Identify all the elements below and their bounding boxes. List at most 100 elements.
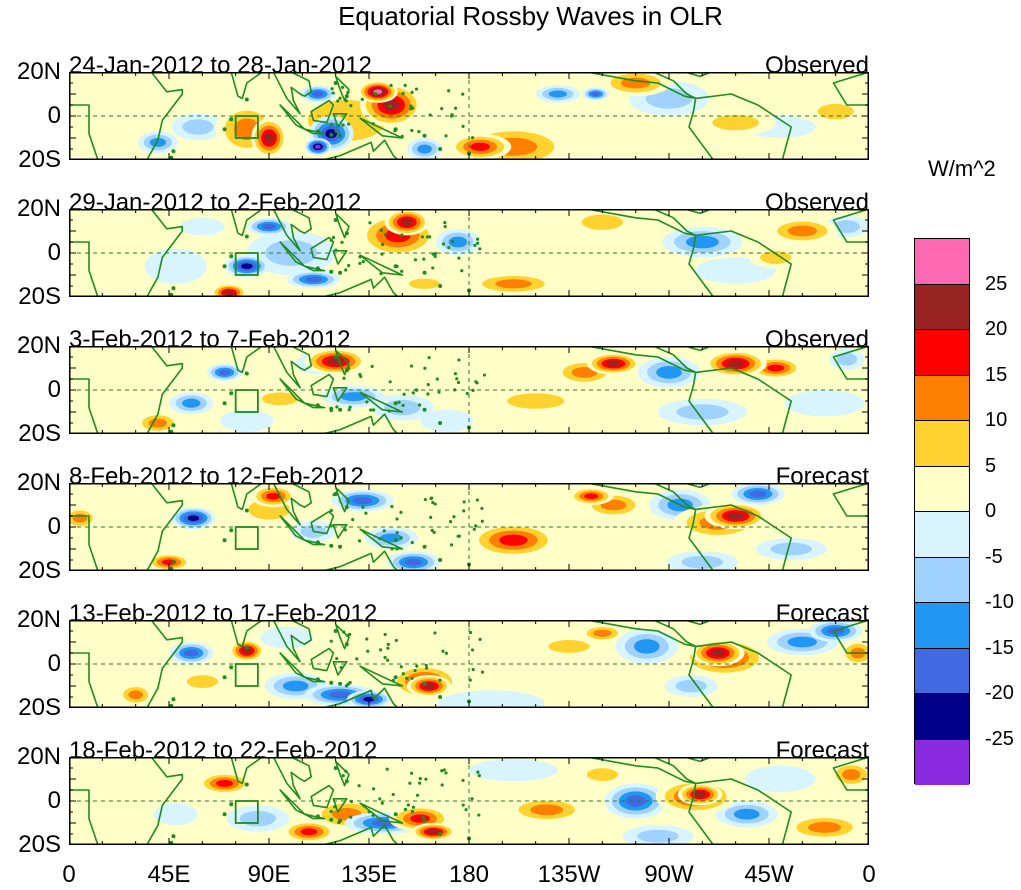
panel-1-period: 24-Jan-2012 to 28-Jan-2012 <box>69 52 372 79</box>
island <box>457 534 461 538</box>
olr-anomaly-contour <box>286 551 341 571</box>
island <box>426 383 430 387</box>
island <box>464 808 468 812</box>
island <box>229 254 234 259</box>
olr-anomaly-contour <box>470 142 491 151</box>
island <box>471 667 475 672</box>
coastline <box>832 483 869 517</box>
island <box>357 784 361 788</box>
coastline <box>688 230 793 297</box>
olr-anomaly-contour <box>499 534 528 546</box>
island <box>222 127 227 132</box>
island <box>315 814 320 819</box>
island <box>417 129 421 134</box>
island <box>461 92 465 96</box>
coastline <box>683 209 713 215</box>
island <box>329 406 334 411</box>
island <box>468 630 473 635</box>
island <box>338 270 343 275</box>
island <box>435 377 439 381</box>
x-axis: 0 45E 90E 135E 180 135W 90W 45W 0 <box>62 861 875 889</box>
olr-anomaly-contour <box>656 366 682 379</box>
olr-anomaly-contour <box>586 768 618 782</box>
island <box>442 768 446 772</box>
island <box>401 672 405 676</box>
island <box>480 506 484 511</box>
panel-5: 13-Feb-2012 to 17-Feb-2012 Forecast 20N … <box>17 602 869 720</box>
island <box>342 630 346 634</box>
island <box>347 408 351 412</box>
island <box>229 117 234 122</box>
island <box>397 400 401 404</box>
olr-anomaly-contour <box>581 214 624 230</box>
olr-anomaly-contour <box>808 821 842 833</box>
island <box>460 269 464 273</box>
olr-anomaly-contour <box>410 814 431 823</box>
island <box>329 680 334 685</box>
olr-anomaly-contour <box>685 235 719 249</box>
island <box>331 235 336 240</box>
olr-anomaly-contour <box>149 137 167 147</box>
olr-anomaly-contour <box>404 558 422 566</box>
coastline <box>272 483 312 526</box>
island <box>432 530 436 534</box>
island <box>378 797 382 801</box>
island <box>433 502 437 506</box>
island <box>329 238 333 242</box>
island <box>429 515 433 519</box>
island <box>470 797 474 801</box>
island <box>385 767 389 771</box>
island <box>335 405 339 409</box>
island <box>475 241 480 245</box>
island <box>452 515 456 519</box>
island <box>422 133 427 138</box>
island <box>329 639 333 643</box>
legend-swatch <box>915 557 969 603</box>
island <box>437 390 441 394</box>
legend-swatch <box>915 694 969 740</box>
island <box>244 782 249 787</box>
island <box>329 132 334 137</box>
legend-swatch <box>915 739 969 785</box>
island <box>383 655 387 660</box>
x-tick-label: 135E <box>340 861 398 888</box>
island <box>457 358 461 362</box>
panel-frame <box>69 72 869 160</box>
island <box>338 818 343 823</box>
island <box>415 793 420 797</box>
island <box>333 218 338 222</box>
island <box>480 670 485 674</box>
island <box>443 225 447 229</box>
coastline <box>683 483 713 489</box>
coastline <box>332 386 348 402</box>
island <box>440 106 444 111</box>
olr-anomaly-contour <box>437 690 545 708</box>
island <box>367 810 371 814</box>
panel-6: 18-Feb-2012 to 22-Feb-2012 Forecast 20N … <box>17 739 869 857</box>
coastline <box>310 99 335 124</box>
island <box>341 774 345 778</box>
olr-anomaly-contour <box>676 404 729 420</box>
olr-anomaly-contour <box>712 114 760 131</box>
coastline <box>303 402 326 409</box>
island <box>391 678 395 682</box>
island <box>427 356 431 360</box>
island <box>401 403 405 408</box>
island <box>406 803 411 807</box>
island <box>333 805 337 809</box>
panel-6-kind: Forecast <box>775 737 869 764</box>
island <box>358 261 362 265</box>
island <box>443 220 447 225</box>
legend-swatch <box>915 648 969 694</box>
olr-anomaly-contour <box>184 649 199 657</box>
island <box>441 242 446 246</box>
olr-anomaly-contour <box>384 399 421 416</box>
olr-anomaly-contour <box>153 803 198 826</box>
olr-anomaly-contour <box>69 98 103 121</box>
olr-anomaly-contour <box>186 675 218 689</box>
island <box>344 779 349 784</box>
island <box>430 528 434 532</box>
legend-tick-label: 25 <box>985 272 1008 295</box>
island <box>438 695 443 699</box>
coastline <box>303 813 326 820</box>
